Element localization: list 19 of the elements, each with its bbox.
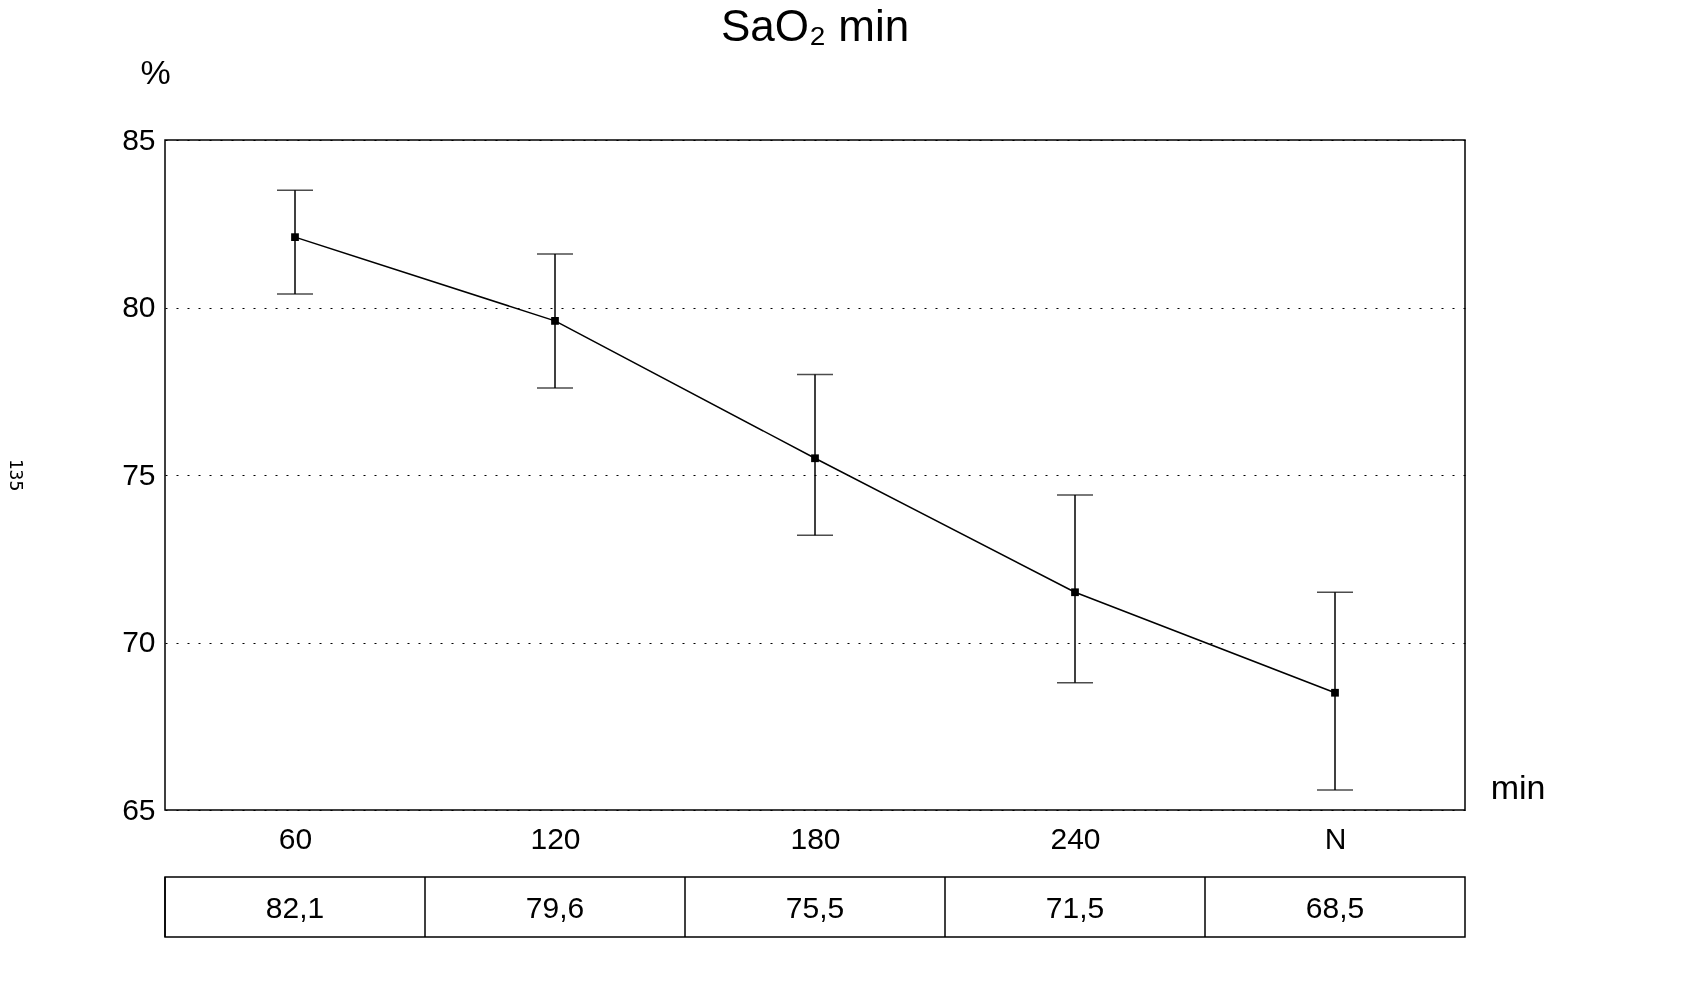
x-axis-title: min xyxy=(1490,767,1546,806)
text: 135 xyxy=(6,458,27,492)
x-tick-label: 60 xyxy=(278,821,313,855)
data-label: 75,5 xyxy=(785,891,845,924)
x-tick-label: 240 xyxy=(1050,821,1101,855)
y-tick-label: 80 xyxy=(122,290,156,323)
data-label: 68,5 xyxy=(1305,891,1365,924)
y-tick-label: 85 xyxy=(122,122,156,156)
data-label: 79,6 xyxy=(525,891,585,924)
y-axis-title: % xyxy=(140,52,171,91)
data-label: 71,5 xyxy=(1045,891,1105,924)
y-tick-label: 70 xyxy=(122,625,156,658)
chart-title: SaO₂ min xyxy=(720,1,910,50)
y-tick-label: 75 xyxy=(122,457,156,491)
y-tick-label: 65 xyxy=(122,792,156,826)
data-label: 82,1 xyxy=(265,891,325,924)
x-tick-label: 180 xyxy=(790,821,841,855)
x-tick-label: 120 xyxy=(530,821,581,855)
x-tick-label: N xyxy=(1324,821,1347,855)
